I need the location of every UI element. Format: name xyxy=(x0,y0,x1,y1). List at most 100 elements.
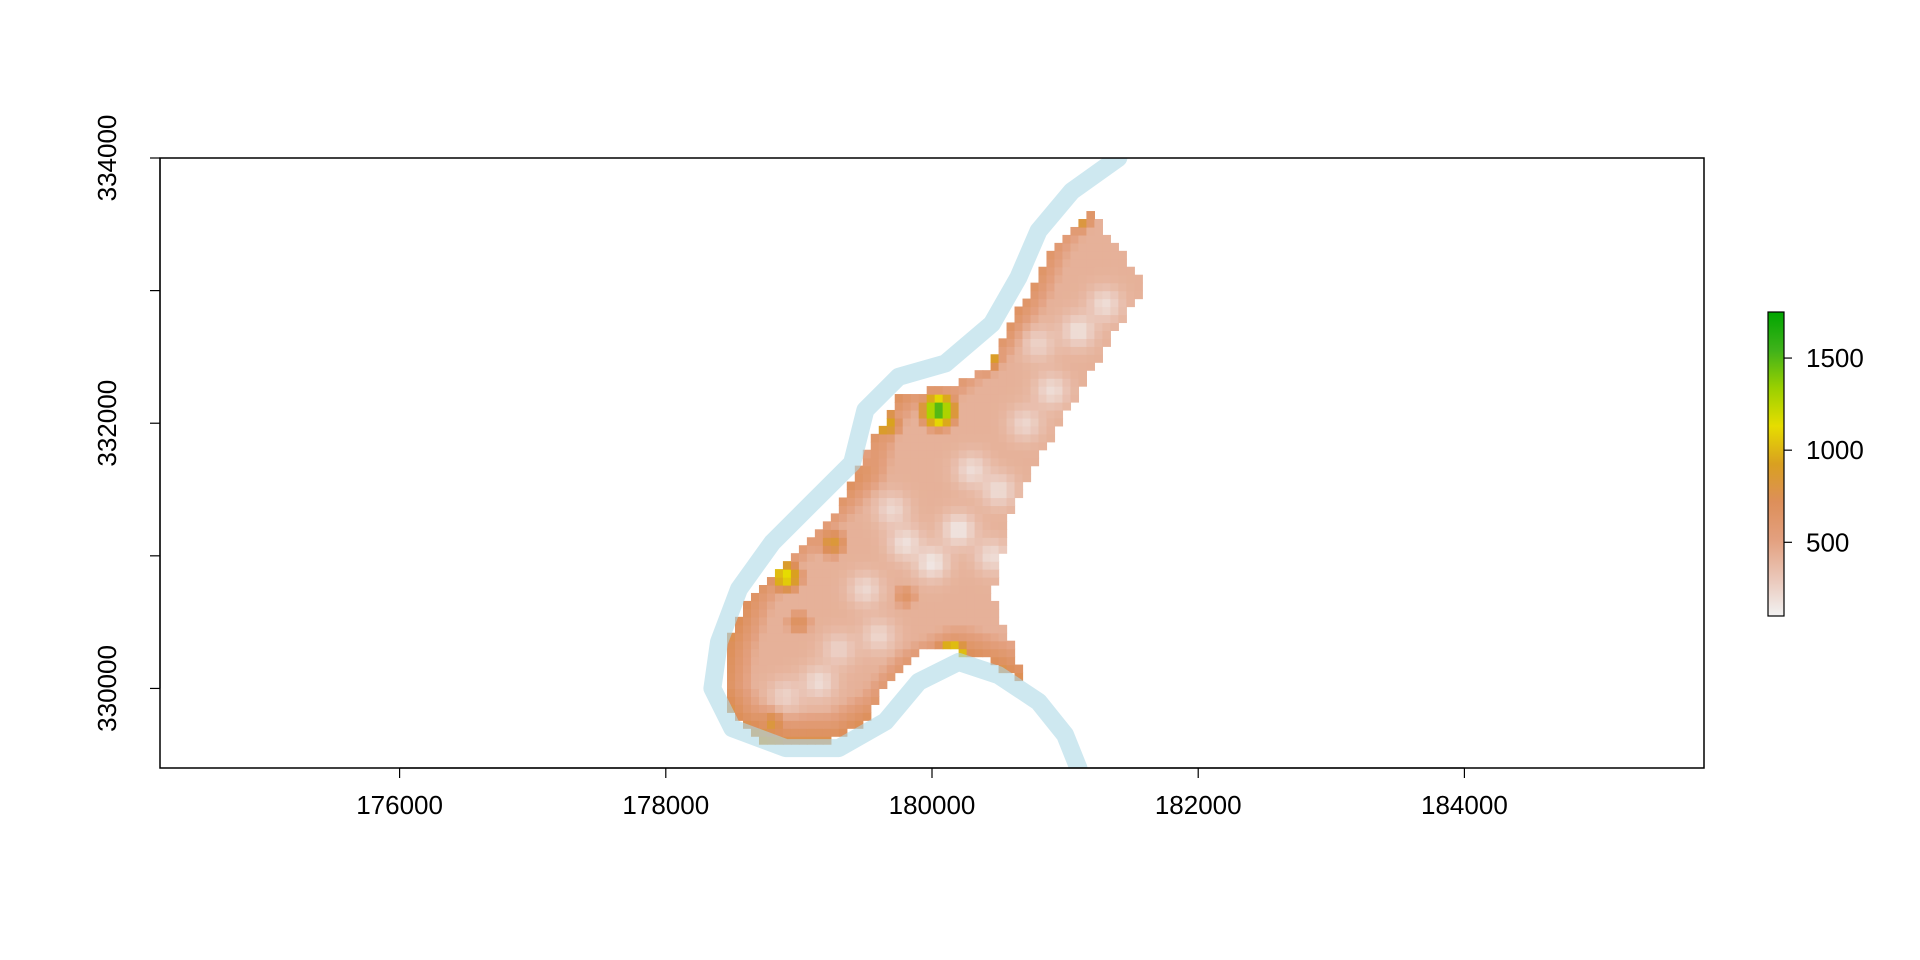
raster-cell xyxy=(934,394,944,403)
raster-cell xyxy=(766,712,776,721)
raster-cell xyxy=(894,441,904,451)
raster-cell xyxy=(894,505,904,514)
raster-cell xyxy=(1046,378,1056,387)
raster-cell xyxy=(1014,425,1024,435)
raster-cell xyxy=(950,585,960,594)
raster-cell xyxy=(982,481,992,491)
raster-cell xyxy=(998,537,1008,546)
raster-cell xyxy=(1134,290,1143,300)
raster-cell xyxy=(766,688,776,697)
raster-cell xyxy=(950,600,960,610)
raster-cell xyxy=(830,688,840,697)
raster-cell xyxy=(870,457,880,467)
raster-cell xyxy=(878,616,888,626)
raster-cell xyxy=(1006,417,1016,427)
raster-cell xyxy=(990,386,1000,395)
raster-cell xyxy=(990,648,1000,658)
raster-cell xyxy=(1030,330,1040,339)
raster-cell xyxy=(1054,298,1064,308)
raster-cell xyxy=(998,481,1008,491)
raster-cell xyxy=(1038,274,1048,284)
raster-cell xyxy=(1118,258,1127,268)
raster-cell xyxy=(950,425,960,435)
raster-cell xyxy=(934,441,944,451)
raster-cell xyxy=(742,624,752,634)
raster-cell xyxy=(1126,282,1135,292)
raster-cell xyxy=(1030,346,1040,355)
raster-cell xyxy=(894,600,904,610)
raster-cell xyxy=(846,592,856,602)
raster-cell xyxy=(1006,330,1016,339)
raster-cell xyxy=(838,704,848,713)
raster-cell xyxy=(974,370,984,379)
raster-cell xyxy=(735,704,744,713)
raster-cell xyxy=(798,688,808,697)
raster-cell xyxy=(950,545,960,554)
raster-cell xyxy=(926,624,936,634)
raster-cell xyxy=(926,632,936,642)
raster-cell xyxy=(926,457,936,467)
raster-cell xyxy=(830,513,840,522)
raster-cell xyxy=(854,720,864,729)
raster-cell xyxy=(870,489,880,499)
raster-cell xyxy=(974,386,984,395)
raster-cell xyxy=(1102,234,1111,244)
raster-cell xyxy=(1030,362,1040,371)
raster-cell xyxy=(1102,282,1111,292)
raster-cell xyxy=(1110,258,1119,268)
raster-cell xyxy=(1110,298,1119,308)
raster-cell xyxy=(950,465,960,475)
raster-cell xyxy=(982,513,992,522)
raster-cell xyxy=(814,592,824,602)
raster-cell xyxy=(982,561,992,570)
raster-cell xyxy=(862,473,872,483)
raster-cell xyxy=(918,481,928,491)
raster-cell xyxy=(902,457,912,467)
raster-cell xyxy=(782,704,792,713)
raster-cell xyxy=(990,497,1000,507)
raster-cell xyxy=(1038,386,1048,395)
raster-cell xyxy=(1046,402,1056,411)
raster-cell xyxy=(910,529,920,538)
raster-cell xyxy=(902,585,912,594)
raster-cell xyxy=(878,640,888,650)
raster-cell xyxy=(846,529,856,538)
raster-cell xyxy=(822,561,832,570)
raster-cell xyxy=(1022,322,1032,331)
raster-cell xyxy=(910,417,920,427)
raster-cell xyxy=(942,465,952,475)
raster-cell xyxy=(1038,338,1048,347)
raster-cell xyxy=(854,632,864,642)
raster-cell xyxy=(854,600,864,610)
raster-cell xyxy=(958,521,968,530)
raster-cell xyxy=(926,600,936,610)
raster-cell xyxy=(846,489,856,499)
raster-cell xyxy=(1118,266,1127,276)
legend-tick-label: 1000 xyxy=(1806,435,1864,465)
raster-cell xyxy=(830,672,840,682)
raster-cell xyxy=(846,513,856,522)
raster-cell xyxy=(998,441,1008,451)
raster-cell xyxy=(934,616,944,626)
raster-cell xyxy=(990,553,1000,562)
raster-cell xyxy=(766,696,776,705)
raster-cell xyxy=(830,640,840,650)
raster-cell xyxy=(814,624,824,634)
raster-cell xyxy=(742,688,752,697)
raster-cell xyxy=(830,624,840,634)
raster-cell xyxy=(1078,298,1087,308)
raster-cell xyxy=(958,378,968,387)
raster-cell xyxy=(830,720,840,729)
raster-cell xyxy=(1054,346,1064,355)
raster-cell xyxy=(950,553,960,562)
raster-cell xyxy=(990,409,1000,419)
raster-cell xyxy=(1094,298,1103,308)
raster-cell xyxy=(838,521,848,530)
raster-cell xyxy=(1046,322,1056,331)
raster-cell xyxy=(974,545,984,554)
raster-cell xyxy=(735,648,744,658)
raster-cell xyxy=(1102,242,1111,252)
raster-cell xyxy=(870,577,880,586)
raster-cell xyxy=(982,433,992,443)
raster-cell xyxy=(942,553,952,562)
